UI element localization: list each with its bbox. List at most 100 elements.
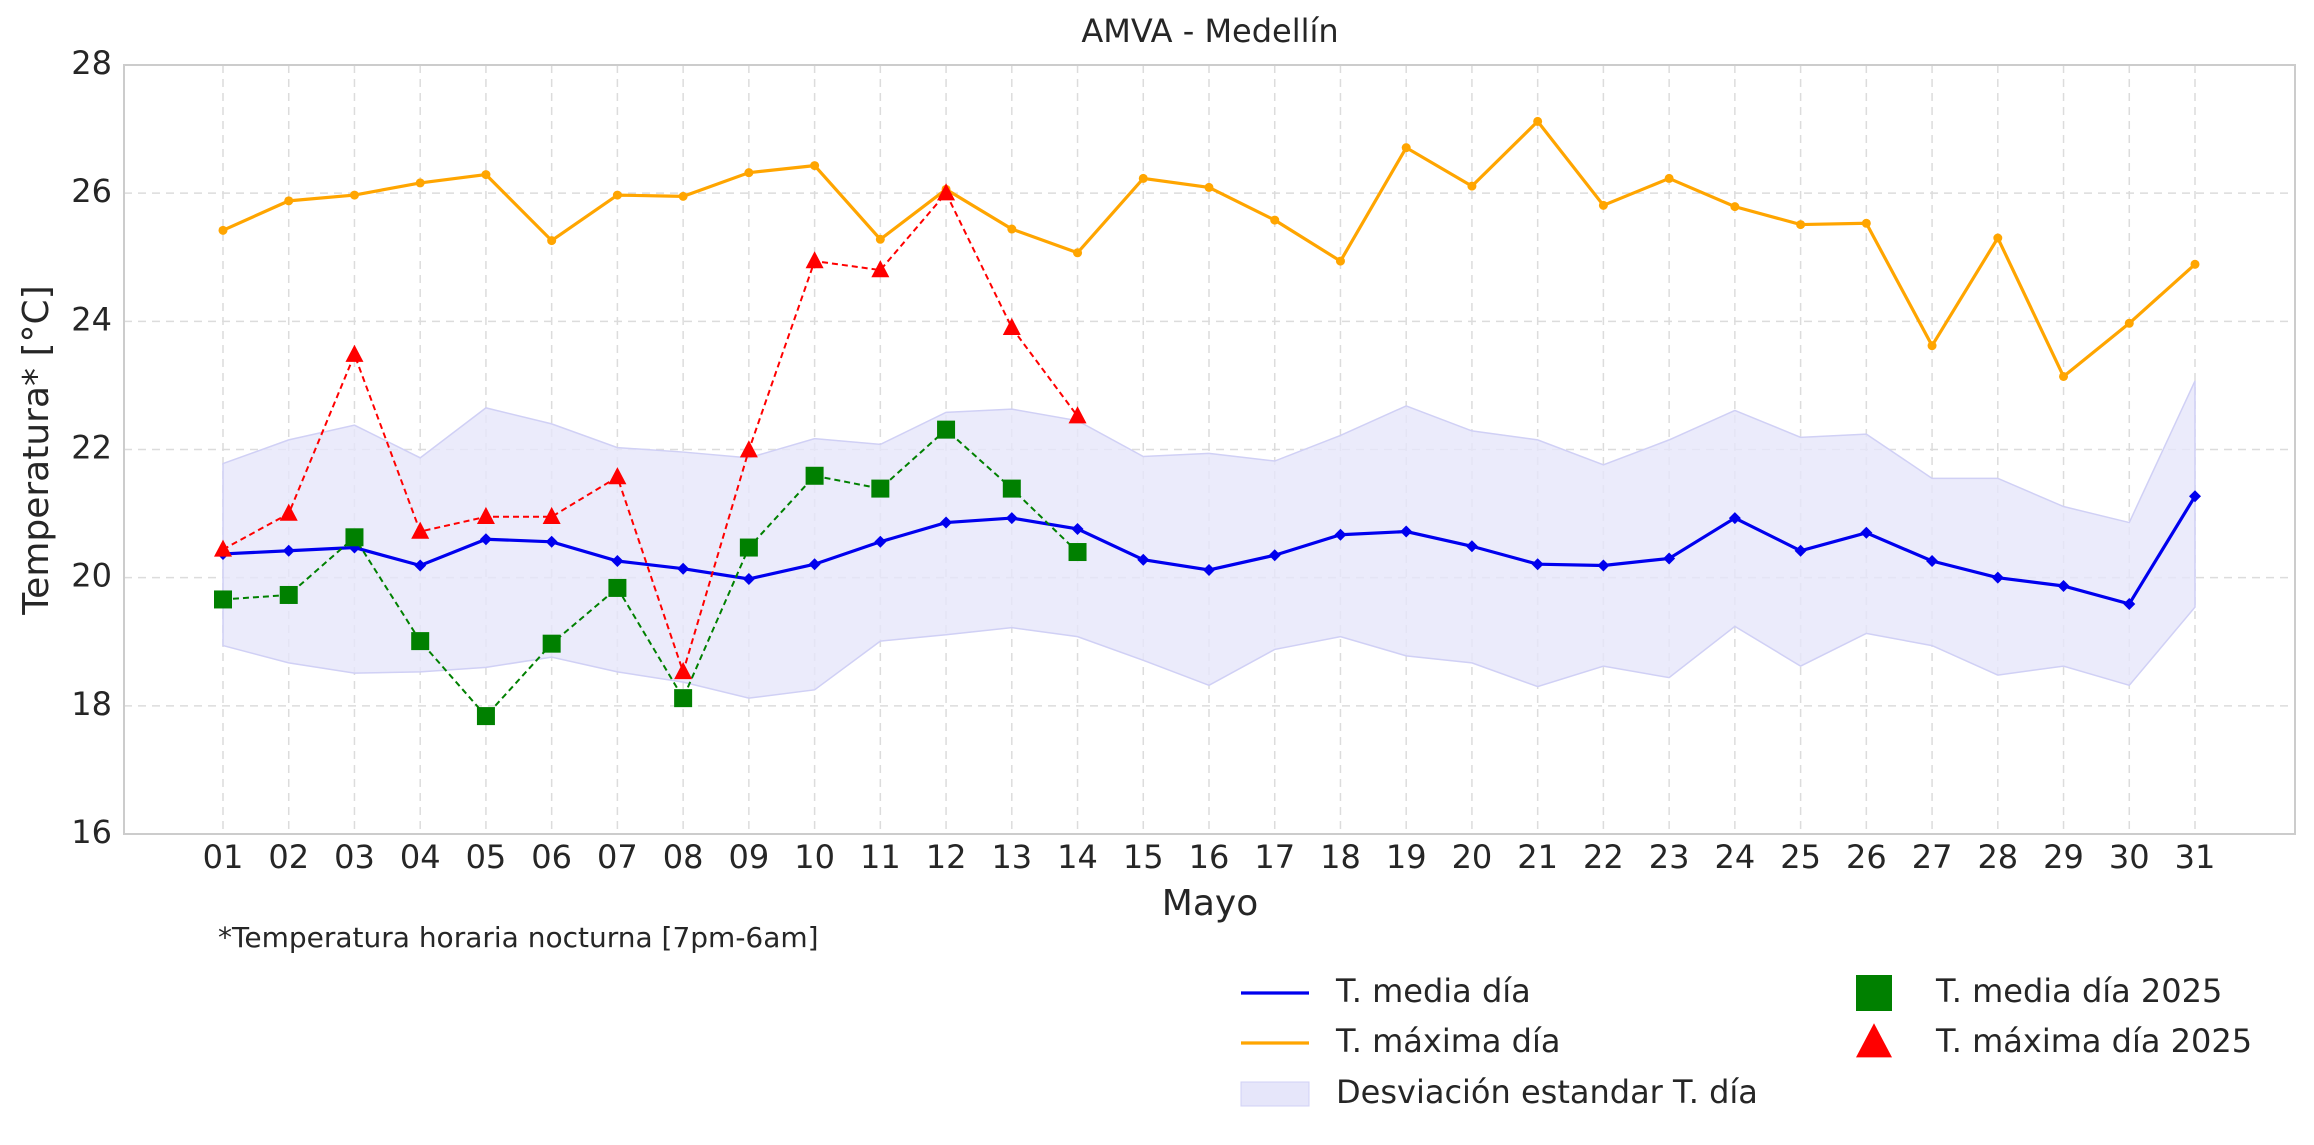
marker <box>1005 512 1018 525</box>
x-tick-label: 06 <box>531 838 572 876</box>
y-tick-label: 26 <box>71 172 112 210</box>
marker <box>1465 540 1478 553</box>
marker <box>674 689 693 708</box>
marker <box>1204 182 1214 192</box>
marker <box>1268 549 1281 562</box>
marker <box>476 506 495 524</box>
marker <box>1007 224 1017 234</box>
marker <box>547 236 557 246</box>
legend-label: T. media día 2025 <box>1935 972 2222 1010</box>
note: *Temperatura horaria nocturna [7pm-6am] <box>218 921 819 954</box>
marker <box>937 420 956 439</box>
y-tick-label: 24 <box>71 300 112 338</box>
marker <box>2057 579 2070 592</box>
x-tick-label: 08 <box>663 838 704 876</box>
marker <box>674 661 693 680</box>
marker <box>1334 528 1347 541</box>
x-tick-label: 16 <box>1189 838 1230 876</box>
marker <box>1993 233 2003 243</box>
x-tick-label: 02 <box>268 838 309 876</box>
marker <box>1856 975 1892 1011</box>
marker <box>608 467 627 485</box>
marker <box>1138 173 1148 183</box>
marker <box>1071 522 1084 535</box>
marker <box>1856 1023 1892 1058</box>
marker <box>542 634 561 653</box>
legend-label: T. máxima día <box>1335 1022 1560 1060</box>
x-tick-label: 14 <box>1057 838 1098 876</box>
marker <box>1203 563 1215 576</box>
marker <box>218 225 228 235</box>
marker <box>1270 215 1280 225</box>
x-tick-label: 03 <box>334 838 375 876</box>
legend-band <box>1240 1081 1310 1107</box>
marker <box>1068 543 1087 562</box>
x-tick-label: 28 <box>1977 838 2018 876</box>
x-tick-label: 09 <box>729 838 770 876</box>
marker <box>875 234 885 244</box>
x-tick-label: 21 <box>1517 838 1558 876</box>
x-tick-label: 19 <box>1386 838 1427 876</box>
marker <box>545 535 558 548</box>
marker <box>542 506 561 524</box>
marker <box>1002 317 1021 335</box>
marker <box>2059 371 2069 381</box>
x-tick-label: 05 <box>466 838 507 876</box>
x-tick-label: 30 <box>2109 838 2150 876</box>
marker <box>940 516 953 529</box>
marker <box>739 538 758 557</box>
x-tick-label: 12 <box>926 838 967 876</box>
marker <box>1796 220 1806 230</box>
marker <box>1991 571 2004 584</box>
marker <box>349 190 359 200</box>
x-tick-label: 17 <box>1254 838 1295 876</box>
x-tick-label: 10 <box>794 838 835 876</box>
marker <box>2190 259 2200 269</box>
x-tick-label: 26 <box>1846 838 1887 876</box>
marker <box>1531 558 1544 571</box>
series-line <box>222 428 1079 718</box>
marker <box>739 440 758 458</box>
marker <box>214 539 232 557</box>
marker <box>481 170 491 180</box>
x-tick-label: 25 <box>1780 838 1821 876</box>
marker <box>1597 559 1610 572</box>
marker <box>282 544 295 557</box>
y-tick-label: 22 <box>71 429 112 467</box>
chart-title: AMVA - Medellín <box>1081 12 1338 50</box>
marker <box>476 707 495 726</box>
marker <box>411 632 430 651</box>
marker <box>1400 525 1413 538</box>
marker <box>1664 173 1674 183</box>
marker <box>1927 341 1937 351</box>
marker <box>805 466 824 485</box>
marker <box>805 251 824 269</box>
x-tick-label: 31 <box>2175 838 2216 876</box>
marker <box>1663 552 1676 565</box>
marker <box>2124 318 2134 328</box>
x-tick-label: 18 <box>1320 838 1361 876</box>
marker <box>1861 218 1871 228</box>
x-tick-label: 27 <box>1912 838 1953 876</box>
marker <box>284 196 294 206</box>
x-tick-label: 11 <box>860 838 901 876</box>
x-tick-label: 01 <box>203 838 244 876</box>
marker <box>742 572 755 585</box>
marker <box>1401 143 1411 153</box>
x-tick-label: 13 <box>991 838 1032 876</box>
marker <box>1533 116 1543 126</box>
marker <box>1728 512 1741 525</box>
marker <box>345 528 364 547</box>
marker <box>874 535 887 548</box>
marker <box>1598 200 1608 210</box>
marker <box>1073 248 1083 258</box>
std-band <box>222 380 2196 699</box>
series-line <box>222 191 1079 676</box>
marker <box>1467 181 1477 191</box>
marker <box>2189 490 2201 503</box>
x-tick-label: 07 <box>597 838 638 876</box>
legend-label: T. media día <box>1335 972 1531 1010</box>
marker <box>1068 406 1087 424</box>
marker <box>2123 597 2136 610</box>
marker <box>608 578 627 597</box>
